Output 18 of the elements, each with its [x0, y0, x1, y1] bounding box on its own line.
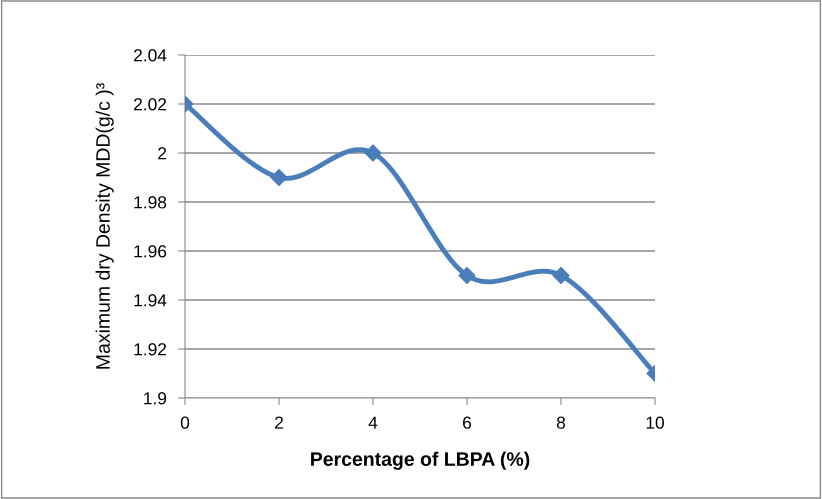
x-tick-label: 2: [275, 416, 283, 429]
y-tick-label: 1.98: [134, 196, 166, 208]
y-tick-label: 1.9: [144, 392, 166, 404]
x-tick-label: 6: [463, 416, 472, 429]
x-tick-label: 4: [368, 416, 378, 429]
y-axis-title: Maximum dry Density MDD(g/c )³: [96, 83, 114, 369]
y-tick-label: 2.04: [134, 49, 166, 62]
y-tick-label: 2: [158, 147, 166, 160]
x-axis-title: Percentage of LBPA (%): [311, 452, 530, 470]
y-tick-label: 1.96: [134, 245, 166, 258]
y-tick-label: 1.92: [134, 343, 166, 356]
x-tick-label: 8: [556, 416, 566, 429]
y-tick-label: 2.02: [134, 98, 166, 110]
point: [458, 266, 476, 284]
point: [364, 144, 382, 162]
y-tick-label: 1.94: [134, 294, 166, 306]
x-tick-label: 10: [646, 416, 664, 429]
x-tick-label: 0: [180, 416, 190, 429]
